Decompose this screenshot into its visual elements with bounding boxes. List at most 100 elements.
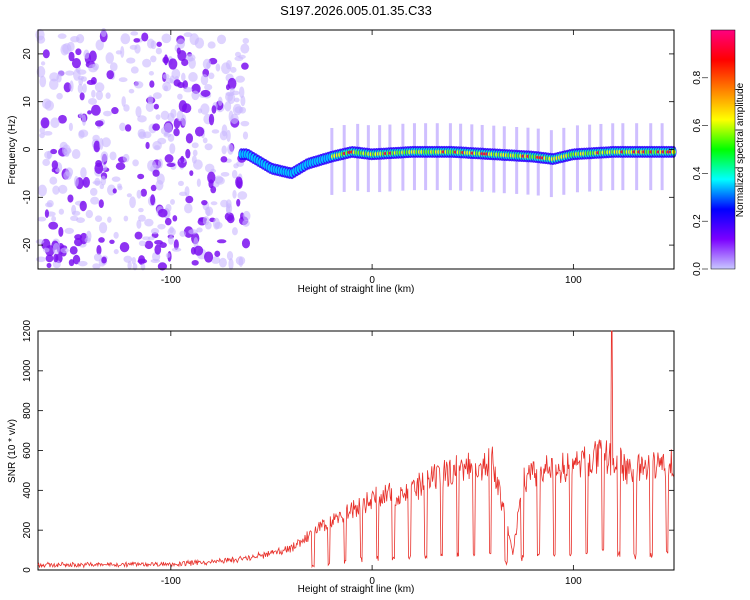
spectrogram-blob — [87, 110, 92, 115]
spectrogram-blob — [46, 262, 52, 268]
spectrogram-blob — [99, 137, 104, 150]
spectrogram-blob — [167, 133, 175, 142]
spectrogram-blob — [51, 215, 57, 222]
spectrogram-blob — [165, 252, 171, 258]
spectrogram-blob — [176, 47, 181, 55]
spectrogram-blob — [119, 242, 130, 253]
x-tick-label: 100 — [565, 275, 582, 286]
spectrogram-blob — [95, 39, 104, 51]
y-tick-label: 200 — [22, 521, 33, 538]
spectrogram-blob — [58, 208, 65, 215]
spectrogram-blob — [204, 84, 213, 91]
spectrogram-blob — [43, 131, 53, 136]
spectrogram-blob — [115, 162, 126, 171]
spectrogram-blob — [193, 237, 199, 249]
spectrogram-blob — [215, 176, 225, 185]
spectrogram-blob — [60, 43, 69, 56]
spectrogram-blob — [164, 217, 172, 226]
spectrogram-blob — [235, 75, 245, 83]
colorbar-label: Normalized spectral amplitude — [735, 82, 746, 217]
spectrogram-blob — [231, 169, 238, 179]
spectrogram-blob — [76, 34, 85, 44]
spectrogram-blob — [227, 77, 237, 90]
spectrogram-blob — [164, 154, 174, 163]
spectrogram-blob — [48, 221, 59, 230]
spectrogram-blob — [165, 203, 172, 213]
spectrogram-blob — [56, 92, 63, 100]
spectrogram-blob — [196, 178, 201, 188]
spectrogram-blob — [200, 74, 209, 86]
snr-frame — [37, 330, 675, 571]
spectrogram-blob — [233, 97, 240, 103]
spectrogram-blob — [166, 162, 176, 167]
spectrogram-blob — [60, 247, 69, 254]
spectrogram-blob — [124, 124, 132, 132]
spectrogram-blob — [240, 43, 250, 54]
spectrogram-blob — [163, 131, 169, 137]
spectrogram-blob — [193, 245, 204, 256]
spectrogram-blob — [95, 159, 103, 168]
spectrogram-blob — [113, 231, 119, 239]
spectrogram-blob — [57, 70, 65, 77]
spectrogram-blob — [177, 180, 184, 186]
spectrogram-blob — [217, 34, 227, 45]
snr-series-line — [37, 330, 674, 569]
spectrogram-blob — [49, 78, 59, 90]
spectrogram-blob — [160, 110, 170, 121]
spectrogram-blob — [146, 38, 155, 49]
colorbar-tick-label: 0.4 — [692, 166, 703, 180]
spectrogram-blob — [101, 256, 107, 264]
spectrogram-blob — [163, 122, 173, 134]
spectrogram-blob — [90, 187, 98, 196]
spectrogram-blob — [242, 131, 249, 140]
x-tick-label: -100 — [161, 576, 181, 587]
spectrogram-blob — [145, 141, 150, 150]
spectrogram-blobs — [35, 27, 677, 271]
spectrogram-blob — [241, 62, 249, 70]
colorbar: 0.0 0.2 0.4 0.6 0.8 Normalized spectral ampl… — [692, 29, 746, 276]
spectrogram-blob — [50, 148, 58, 155]
spectrogram-blob — [138, 214, 146, 222]
spectrogram-blob — [230, 113, 239, 125]
spectrogram-blob — [58, 226, 64, 237]
spectrogram-blob — [242, 219, 250, 227]
spectrogram-blob — [94, 82, 105, 93]
x-tick-label: 100 — [565, 576, 582, 587]
spectrogram-blob — [136, 219, 142, 229]
spectrogram-blob — [96, 245, 102, 255]
spectrogram-blob — [94, 120, 104, 127]
spectrogram-blob — [145, 101, 154, 112]
spectrogram-blob — [77, 260, 88, 267]
spectrogram-blob — [221, 124, 228, 137]
spectrogram-blob — [42, 158, 51, 167]
spectrogram-blob — [202, 137, 208, 144]
spectrogram-blob — [216, 239, 227, 244]
spectrogram-blob — [105, 52, 114, 64]
spectrogram-blob — [149, 80, 155, 88]
spectrogram-blob — [170, 108, 177, 119]
spectrogram-blob — [152, 123, 161, 131]
spectrogram-blob — [141, 32, 149, 42]
spectrogram-blob — [240, 120, 250, 127]
spectrogram-blob — [58, 114, 67, 124]
spectrogram-blob — [91, 89, 96, 98]
spectrogram-blob — [98, 237, 105, 243]
spectrogram-blob — [78, 129, 89, 138]
spectrogram-blob — [88, 64, 98, 73]
spectrogram-blob — [148, 71, 155, 76]
spectrogram-blob — [226, 250, 234, 261]
spectrogram-blob — [53, 253, 59, 263]
y-tick-label: 1000 — [22, 359, 33, 382]
spectrogram-blob — [109, 151, 117, 161]
spectrogram-blob — [173, 128, 180, 137]
spectrogram-blob — [229, 87, 235, 94]
spectrogram-blob — [188, 72, 198, 82]
spectrogram-blob — [92, 134, 100, 142]
spectrogram-x-label: Height of straight line (km) — [298, 284, 415, 295]
spectrogram-blob — [45, 254, 54, 263]
spectrogram-blob — [71, 204, 77, 215]
spectrogram-blob — [138, 240, 146, 247]
spectrogram-blob — [99, 183, 105, 190]
spectrogram-blob — [168, 58, 178, 70]
spectrogram-blob — [242, 210, 251, 221]
